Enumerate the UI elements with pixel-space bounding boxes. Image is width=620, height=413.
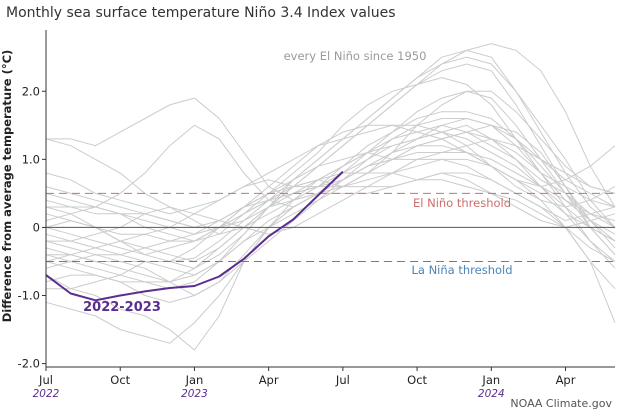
background-series-line-10 — [45, 172, 616, 262]
chart-title: Monthly sea surface temperature Niño 3.4… — [6, 5, 396, 21]
x-tick-label-1: Oct — [110, 373, 130, 387]
background-series-line-16 — [45, 131, 616, 263]
y-axis-label: Difference from average temperature (°C) — [0, 50, 14, 323]
background-series-line-3 — [45, 43, 616, 235]
background-series-line-12 — [45, 111, 616, 283]
background-series-label: every El Niño since 1950 — [284, 49, 427, 63]
background-series-line-18 — [45, 124, 616, 242]
background-series-line-24 — [46, 172, 616, 228]
la-nina-threshold-label: La Niña threshold — [411, 263, 512, 277]
x-year-label-0: 2022 — [33, 388, 60, 400]
y-ticks: 2.0 1.0 0 -1.0 -2.0 — [18, 84, 46, 371]
y-tick-label-3: -1.0 — [18, 289, 40, 303]
x-year-label-6: 2024 — [478, 388, 505, 400]
background-series-line-19 — [46, 152, 616, 242]
highlight-series-line — [45, 170, 344, 302]
x-tick-label-2: Jan — [185, 373, 204, 387]
y-tick-label-1: 1.0 — [22, 152, 40, 166]
x-tick-label-3: Apr — [259, 373, 279, 387]
highlight-series-group — [45, 170, 344, 302]
x-tick-label-6: Jan — [481, 373, 500, 387]
background-series-line-21 — [45, 124, 616, 215]
x-tick-label-0: Jul — [38, 373, 53, 387]
x-tick-label-7: Apr — [556, 373, 576, 387]
background-series-line-23 — [45, 90, 616, 283]
el-nino-threshold-label: El Niño threshold — [413, 196, 511, 210]
background-series-line-14 — [46, 49, 616, 290]
y-tick-label-4: -2.0 — [18, 357, 40, 371]
background-series-line-20 — [45, 118, 616, 303]
y-tick-label-2: 0 — [33, 220, 40, 234]
background-series-line-1 — [45, 56, 616, 263]
highlight-series-label: 2022-2023 — [83, 300, 161, 315]
x-tick-label-5: Oct — [407, 373, 427, 387]
background-series-line-15 — [45, 158, 616, 256]
x-tick-label-4: Jul — [335, 373, 350, 387]
background-series-line-9 — [45, 151, 616, 290]
background-series-line-22 — [45, 131, 616, 256]
x-year-label-2: 2023 — [181, 388, 208, 400]
y-tick-label-0: 2.0 — [22, 84, 40, 98]
credit-label: NOAA Climate.gov — [510, 397, 612, 410]
axes — [45, 30, 615, 368]
threshold-lines — [46, 192, 615, 262]
